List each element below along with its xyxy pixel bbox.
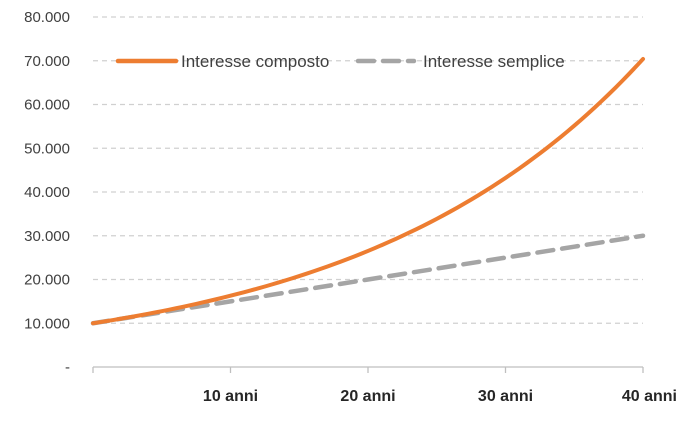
y-tick-label: 40.000 — [24, 184, 70, 201]
legend-label: Interesse composto — [181, 52, 329, 71]
x-tick-label: 10 anni — [203, 388, 258, 405]
series-lines — [90, 57, 646, 326]
x-tick-label: 20 anni — [340, 388, 395, 405]
y-tick-label: 30.000 — [24, 228, 70, 245]
x-axis — [92, 366, 644, 373]
legend-label: Interesse semplice — [423, 52, 565, 71]
y-tick-label: 60.000 — [24, 97, 70, 114]
series-line-interesse-composto — [91, 57, 645, 326]
series-line-interesse-semplice — [90, 233, 646, 326]
y-axis-tick-labels: - 10.000 20.000 30.000 40.000 50.000 60.000 70.… — [24, 9, 70, 376]
x-tick-label: 30 anni — [478, 388, 533, 405]
y-tick-label: 10.000 — [24, 315, 70, 332]
y-tick-label: 20.000 — [24, 272, 70, 289]
legend: Interesse composto Interesse semplice — [115, 52, 565, 71]
y-tick-label: 50.000 — [24, 140, 70, 157]
y-tick-label: - — [65, 359, 70, 376]
x-tick-label: 40 anni — [622, 388, 677, 405]
y-tick-label: 80.000 — [24, 9, 70, 26]
y-tick-label: 70.000 — [24, 53, 70, 70]
x-axis-tick-labels: 10 anni 20 anni 30 anni 40 anni — [203, 388, 677, 405]
